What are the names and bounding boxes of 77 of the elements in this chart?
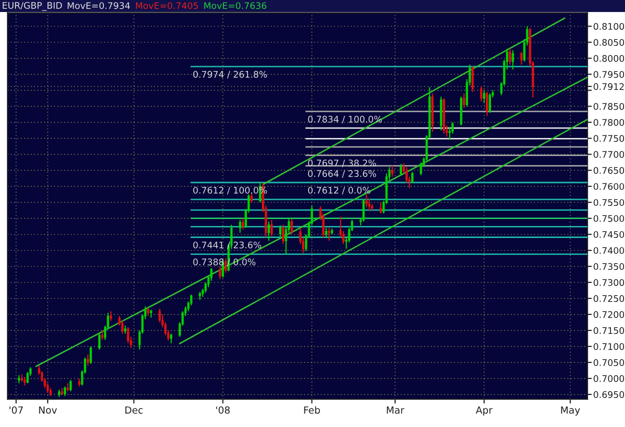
y-tick-label: 0.7550: [594, 199, 624, 206]
y-tick-label: 0.8100: [594, 22, 624, 30]
annotation: 0.7664 / 23.6%: [308, 170, 376, 178]
candlestick: [405, 166, 408, 184]
text: MovE=0.7934: [68, 2, 130, 10]
text: MovE=0.7636: [204, 2, 266, 10]
chart-title: EUR/GBP_BID: [2, 2, 62, 11]
candlestick: [482, 90, 486, 104]
candlestick: [411, 171, 414, 184]
candlestick: [325, 227, 328, 238]
candlestick: [121, 320, 124, 334]
y-tick-label: 0.7100: [594, 343, 624, 350]
candlestick: [290, 218, 293, 235]
candlestick: [158, 308, 161, 323]
y-tick-label: 0.8000: [594, 55, 624, 62]
candlestick: [472, 66, 474, 92]
candlestick: [70, 379, 72, 392]
candlestick: [238, 219, 242, 234]
candlestick: [508, 48, 512, 66]
y-tick-label: 0.7150: [594, 327, 624, 334]
x-tick-label: May: [561, 406, 580, 416]
annotation: 0.7974 / 261.8%: [193, 70, 267, 78]
candlestick: [110, 310, 112, 322]
y-tick-label: 0.7912: [594, 83, 624, 90]
candlestick: [270, 219, 273, 237]
candlestick: [101, 330, 104, 341]
candlestick: [90, 346, 92, 365]
y-tick-label: 0.7700: [594, 151, 624, 158]
text: MovE=0.7405: [136, 2, 198, 10]
candlestick: [420, 162, 422, 176]
annotation: 0.7441 / 23.6%: [193, 242, 262, 250]
candlestick: [368, 198, 370, 211]
candlestick: [98, 333, 101, 350]
candlestick: [486, 91, 488, 116]
candlestick: [391, 164, 394, 178]
y-tick-label: 0.7750: [594, 135, 624, 142]
x-tick-label: Apr: [476, 406, 493, 416]
x-tick-label: '07: [10, 406, 23, 414]
y-tick-label: 0.7650: [594, 167, 624, 174]
x-tick-label: Feb: [304, 406, 320, 414]
y-tick-label: 0.7000: [594, 375, 624, 382]
annotation: 0.7612 / 0.0%: [308, 186, 370, 194]
candlestick: [64, 386, 66, 397]
candlestick: [400, 163, 402, 176]
y-tick-label: 0.7300: [594, 279, 624, 286]
y-tick-label: 0.7950: [594, 71, 624, 78]
candlestick: [250, 192, 253, 204]
x-tick-label: Nov: [39, 406, 57, 414]
candlestick: [282, 224, 284, 245]
y-tick-label: 0.8050: [594, 38, 624, 46]
y-tick-label: 0.7450: [594, 231, 624, 238]
candlestick: [488, 92, 492, 114]
y-tick-label: 0.7800: [594, 119, 624, 126]
y-tick-label: 0.7850: [594, 103, 624, 110]
candlestick: [86, 354, 90, 366]
y-tick-label: 0.7500: [594, 215, 624, 222]
candlestick: [279, 224, 282, 238]
annotation: 0.7834 / 100.0%: [308, 116, 382, 124]
candlestick: [268, 221, 270, 242]
y-tick-label: 0.7400: [594, 247, 624, 254]
y-tick-label: 0.7350: [594, 263, 624, 270]
candlestick: [170, 333, 172, 344]
candlestick: [66, 382, 69, 392]
y-tick-label: 0.7200: [594, 311, 624, 318]
candlestick: [218, 266, 222, 280]
candlestick: [448, 126, 451, 140]
y-tick-label: 0.7050: [594, 359, 624, 366]
y-tick-label: 0.7600: [594, 183, 624, 190]
y-tick-label: 0.6950: [594, 391, 624, 398]
candlestick: [512, 50, 514, 70]
candlestick: [380, 202, 382, 214]
x-tick-label: Dec: [125, 406, 143, 414]
candlestick: [480, 86, 482, 102]
x-tick-label: '08: [216, 406, 230, 414]
candlestick: [365, 194, 368, 208]
x-tick-label: Mar: [386, 406, 404, 414]
y-tick-label: 0.7250: [594, 295, 624, 302]
